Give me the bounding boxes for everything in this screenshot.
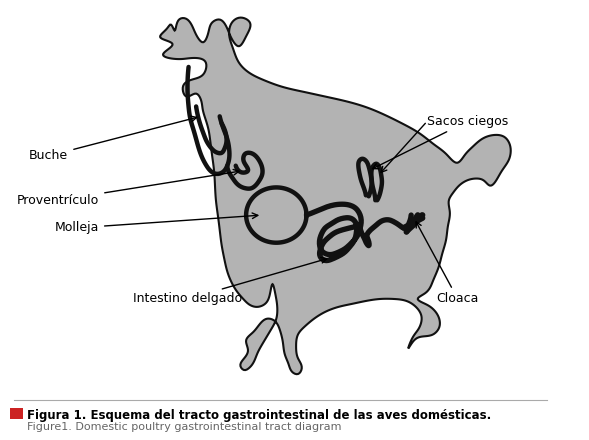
Text: Sacos ciegos: Sacos ciegos xyxy=(373,115,508,169)
Text: Intestino delgado: Intestino delgado xyxy=(133,257,327,305)
Polygon shape xyxy=(160,18,511,374)
Text: Cloaca: Cloaca xyxy=(416,222,479,305)
Text: Figure1. Domestic poultry gastrointestinal tract diagram: Figure1. Domestic poultry gastrointestin… xyxy=(27,422,342,433)
Text: Molleja: Molleja xyxy=(55,213,258,235)
Bar xyxy=(11,407,22,419)
Text: Buche: Buche xyxy=(29,116,197,162)
Text: Figura 1. Esquema del tracto gastrointestinal de las aves domésticas.: Figura 1. Esquema del tracto gastrointes… xyxy=(27,409,492,422)
Text: Proventrículo: Proventrículo xyxy=(17,169,239,207)
